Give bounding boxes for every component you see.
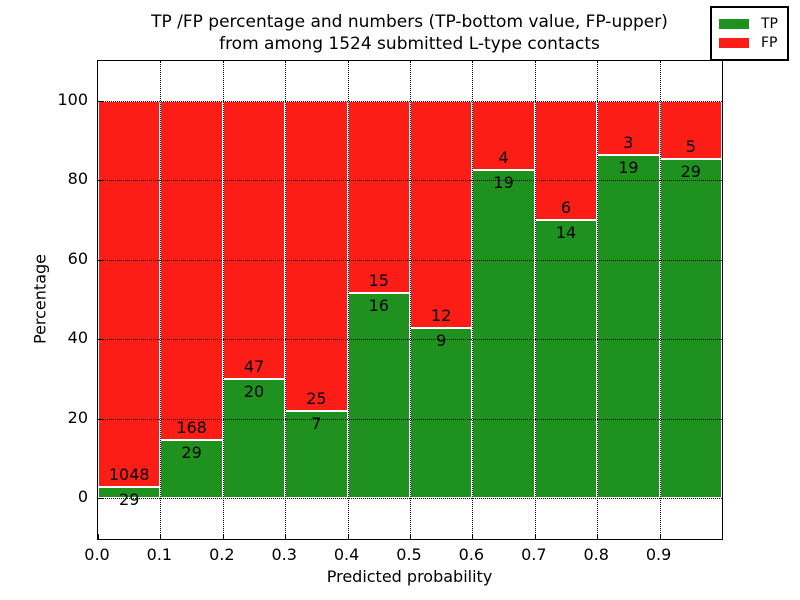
x-gridline [347, 61, 349, 539]
x-tick-mark [472, 534, 474, 539]
x-gridline [597, 61, 599, 539]
bar-segment-fp [98, 101, 161, 488]
bar-segment-tp [472, 170, 535, 498]
x-tick-mark [410, 534, 411, 539]
fp-legend-label: FP [761, 35, 778, 51]
tp-count-label: 29 [181, 442, 202, 462]
plot-area: 1048 29 168 29 47 20 25 7 15 16 12 9 4 19 6 14 3 19 5 29 [97, 60, 723, 540]
tp-count-label: 20 [243, 382, 265, 402]
tp-count-label: 19 [618, 158, 639, 178]
fp-count-label: 15 [368, 271, 389, 291]
fp-count-label: 47 [243, 357, 265, 377]
legend: TP FP [710, 6, 789, 61]
x-tick-label: 0.6 [458, 545, 485, 564]
bar-segment-tp [410, 327, 473, 498]
bar-segment-fp [285, 101, 348, 412]
y-tick-label: 100 [57, 90, 88, 109]
x-tick-label: 0.3 [271, 545, 297, 564]
bar-segment-tp [347, 293, 410, 498]
x-gridline [659, 61, 661, 539]
x-tick-label: 0.0 [84, 545, 110, 564]
x-tick-label: 0.7 [521, 545, 547, 564]
x-tick-mark [285, 534, 287, 539]
bar-segment-tp [98, 487, 161, 498]
x-tick-mark [222, 534, 224, 539]
x-gridline [222, 61, 224, 539]
tp-count-label: 7 [311, 414, 322, 434]
tp-count-label: 19 [493, 173, 514, 193]
x-gridline [285, 61, 287, 539]
x-tick-mark [597, 534, 599, 539]
x-tick-mark [659, 534, 661, 539]
fp-count-label: 4 [498, 148, 509, 168]
bar-segment-tp [160, 439, 223, 498]
bar-segment-fp [472, 101, 535, 171]
bar-segment-fp [410, 101, 473, 328]
x-gridline [410, 61, 411, 539]
bar-segment-fp [347, 101, 410, 294]
bar-segment-tp [659, 159, 722, 498]
x-tick-mark [347, 534, 349, 539]
bar-segment-tp [597, 155, 660, 498]
chart-title-line1: TP /FP percentage and numbers (TP-bottom… [151, 12, 668, 32]
x-tick-label: 0.9 [645, 545, 672, 564]
x-gridline [160, 61, 162, 539]
fp-count-label: 25 [306, 389, 327, 409]
y-tick-mark [98, 259, 103, 261]
fp-count-label: 168 [176, 417, 207, 437]
x-axis-label: Predicted probability [326, 567, 493, 586]
bar-segment-fp [659, 101, 722, 160]
fp-count-label: 6 [560, 198, 572, 218]
y-tick-mark [98, 101, 103, 102]
y-tick-mark [98, 498, 103, 499]
y-tick-label: 40 [67, 328, 88, 348]
bar-segment-fp [222, 101, 286, 380]
y-tick-label: 60 [67, 248, 88, 268]
tp-legend-swatch [719, 19, 749, 29]
x-tick-label: 0.8 [583, 545, 609, 564]
fp-count-label: 1048 [108, 465, 150, 485]
x-tick-mark [160, 534, 162, 539]
tp-count-label: 14 [555, 223, 577, 243]
legend-row-fp: FP [719, 35, 778, 51]
tp-count-label: 29 [119, 490, 140, 510]
tp-count-label: 29 [680, 162, 701, 182]
x-gridline [472, 61, 474, 539]
fp-count-label: 3 [623, 133, 634, 153]
x-tick-label: 0.5 [396, 545, 422, 564]
tp-count-label: 16 [368, 296, 389, 316]
y-tick-mark [98, 418, 103, 420]
fp-legend-swatch [719, 38, 749, 48]
bar-segment-fp [160, 101, 223, 440]
fp-count-label: 12 [431, 305, 452, 325]
x-tick-mark [534, 534, 536, 539]
y-tick-mark [98, 339, 103, 341]
tp-legend-label: TP [761, 16, 778, 32]
y-tick-label: 80 [67, 169, 88, 189]
y-tick-label: 0 [77, 487, 88, 506]
y-tick-label: 20 [67, 407, 88, 427]
chart-title-line2: from among 1524 submitted L-type contact… [219, 34, 600, 54]
x-tick-label: 0.2 [209, 545, 235, 564]
legend-row-tp: TP [719, 16, 778, 32]
x-tick-label: 0.4 [333, 545, 360, 564]
tp-count-label: 9 [436, 330, 447, 350]
bar-segment-tp [285, 411, 348, 498]
bar-segment-tp [534, 220, 598, 498]
y-tick-mark [98, 180, 103, 182]
x-tick-mark [98, 534, 99, 539]
x-tick-label: 0.1 [146, 545, 173, 564]
fp-count-label: 5 [685, 137, 696, 157]
x-gridline [534, 61, 536, 539]
